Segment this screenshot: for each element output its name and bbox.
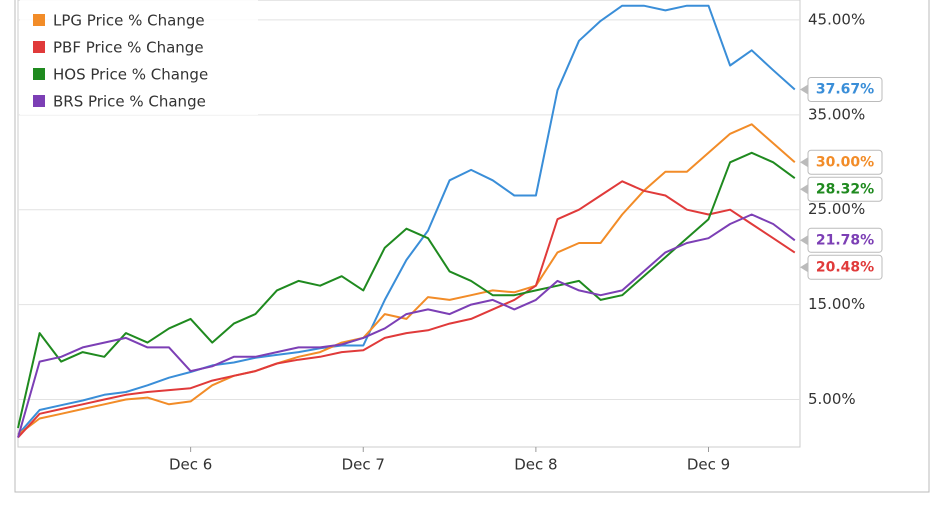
legend-swatch (33, 14, 45, 26)
value-label: 30.00% (816, 154, 874, 170)
value-label: 37.67% (816, 81, 874, 97)
legend-box (20, 0, 258, 115)
y-tick-label: 15.00% (808, 295, 865, 313)
series-line (17, 4, 796, 436)
value-label-pointer (800, 235, 808, 246)
legend-label: PBF Price % Change (53, 39, 204, 57)
legend-label: HOS Price % Change (53, 66, 208, 84)
legend-label: BRS Price % Change (53, 93, 206, 111)
x-tick-label: Dec 9 (687, 456, 730, 474)
value-label-pointer (800, 84, 808, 95)
legend-label: LPG Price % Change (53, 12, 205, 30)
legend-swatch (33, 95, 45, 107)
y-tick-label: 45.00% (808, 10, 865, 28)
series-line (17, 180, 796, 439)
value-label-pointer (800, 184, 808, 195)
value-label: 20.48% (816, 259, 874, 275)
x-tick-label: Dec 6 (169, 456, 212, 474)
y-tick-label: 25.00% (808, 200, 865, 218)
x-tick-label: Dec 8 (514, 456, 557, 474)
legend-swatch (33, 41, 45, 53)
value-label: 28.32% (816, 181, 874, 197)
value-label-pointer (800, 157, 808, 168)
value-label: 21.78% (816, 232, 874, 248)
value-label-pointer (800, 262, 808, 273)
y-tick-label: 35.00% (808, 105, 865, 123)
y-tick-label: 5.00% (808, 390, 856, 408)
series-line (17, 213, 796, 438)
legend-swatch (33, 68, 45, 80)
series-line (17, 151, 796, 429)
series-line (17, 123, 796, 436)
x-tick-label: Dec 7 (342, 456, 385, 474)
